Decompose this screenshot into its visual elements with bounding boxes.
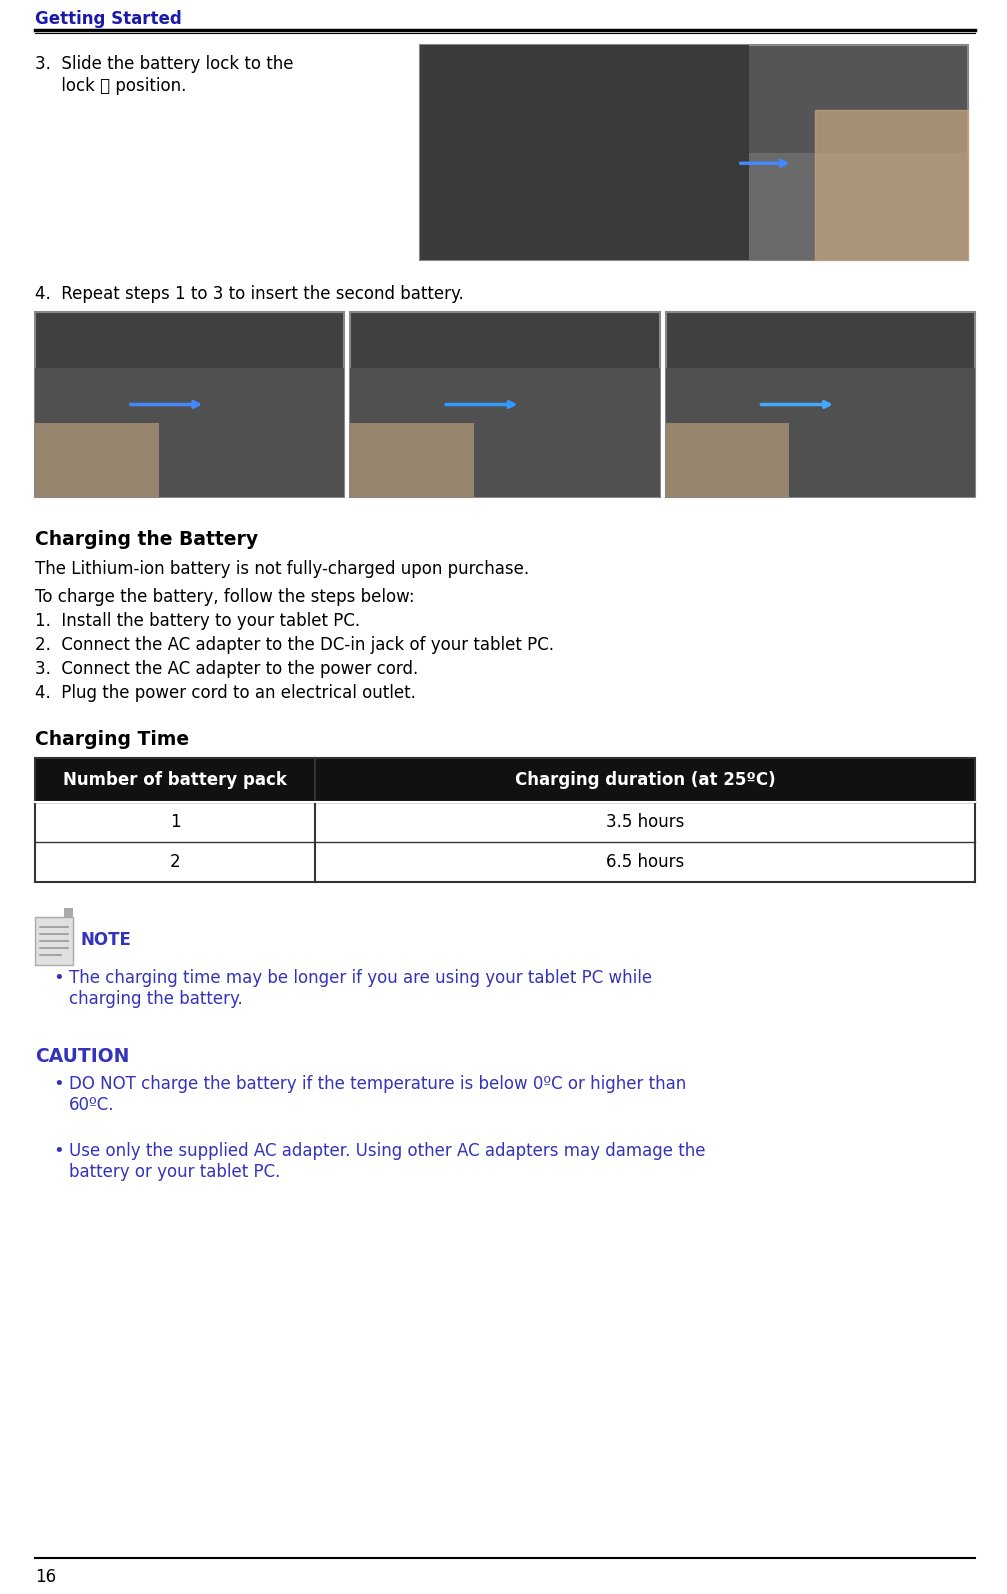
Text: •: • <box>53 1074 63 1093</box>
Text: 4.  Repeat steps 1 to 3 to insert the second battery.: 4. Repeat steps 1 to 3 to insert the sec… <box>35 285 464 303</box>
Text: CAUTION: CAUTION <box>35 1047 129 1066</box>
Bar <box>35 312 344 497</box>
Text: Charging Time: Charging Time <box>35 730 189 749</box>
Text: The charging time may be longer if you are using your tablet PC while
charging t: The charging time may be longer if you a… <box>69 969 653 1007</box>
Bar <box>35 368 344 497</box>
Text: 3.5 hours: 3.5 hours <box>606 813 684 830</box>
Text: 16: 16 <box>35 1568 56 1586</box>
Text: Number of battery pack: Number of battery pack <box>63 771 287 789</box>
Text: 1.  Install the battery to your tablet PC.: 1. Install the battery to your tablet PC… <box>35 612 361 630</box>
Polygon shape <box>64 909 73 917</box>
Bar <box>35 802 975 842</box>
Text: 6.5 hours: 6.5 hours <box>606 853 684 870</box>
Bar <box>350 312 660 497</box>
Bar <box>35 759 975 881</box>
Text: NOTE: NOTE <box>81 931 132 948</box>
Polygon shape <box>815 110 968 260</box>
Text: 3.  Connect the AC adapter to the power cord.: 3. Connect the AC adapter to the power c… <box>35 660 418 677</box>
Text: •: • <box>53 1141 63 1160</box>
Text: To charge the battery, follow the steps below:: To charge the battery, follow the steps … <box>35 588 415 606</box>
Bar <box>420 45 749 260</box>
Text: 2.  Connect the AC adapter to the DC-in jack of your tablet PC.: 2. Connect the AC adapter to the DC-in j… <box>35 636 554 654</box>
Text: The Lithium-ion battery is not fully-charged upon purchase.: The Lithium-ion battery is not fully-cha… <box>35 559 529 579</box>
Text: Use only the supplied AC adapter. Using other AC adapters may damage the
battery: Use only the supplied AC adapter. Using … <box>69 1141 706 1181</box>
Text: 1: 1 <box>170 813 180 830</box>
Bar <box>35 422 159 497</box>
Bar <box>666 368 975 497</box>
Text: 3.  Slide the battery lock to the: 3. Slide the battery lock to the <box>35 56 293 73</box>
Text: Charging duration (at 25ºC): Charging duration (at 25ºC) <box>515 771 775 789</box>
Bar <box>666 312 975 497</box>
Text: lock ⏻ position.: lock ⏻ position. <box>35 77 186 96</box>
Text: Getting Started: Getting Started <box>35 10 181 29</box>
Text: DO NOT charge the battery if the temperature is below 0ºC or higher than
60ºC.: DO NOT charge the battery if the tempera… <box>69 1074 686 1114</box>
Bar <box>35 842 975 881</box>
Bar <box>350 368 660 497</box>
Text: 2: 2 <box>170 853 180 870</box>
Bar <box>350 422 474 497</box>
Text: •: • <box>53 969 63 987</box>
Text: 4.  Plug the power cord to an electrical outlet.: 4. Plug the power cord to an electrical … <box>35 684 416 701</box>
Bar <box>666 422 789 497</box>
Bar <box>420 45 968 260</box>
Bar <box>35 759 975 802</box>
Bar <box>749 153 968 260</box>
Bar <box>35 917 73 964</box>
Text: Charging the Battery: Charging the Battery <box>35 529 258 548</box>
